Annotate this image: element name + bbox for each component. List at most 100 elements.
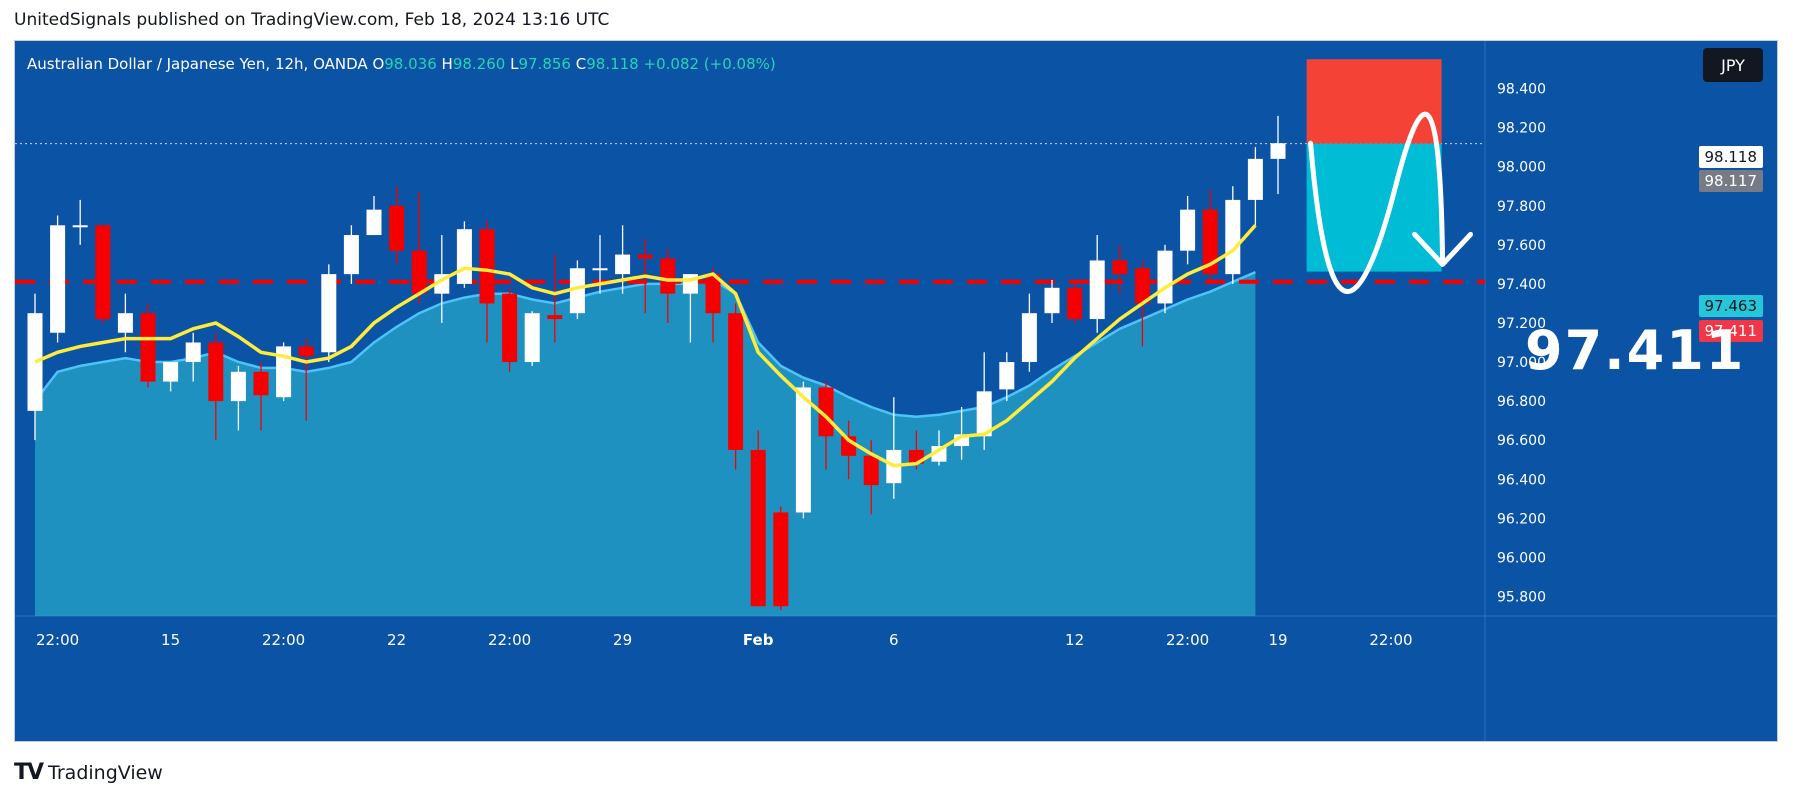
time-tick-label: 22:00 — [36, 631, 79, 649]
candle-body — [389, 205, 405, 251]
time-axis — [15, 616, 1777, 741]
candle-body — [343, 235, 359, 275]
candle-body — [660, 258, 676, 294]
low-key: L — [510, 55, 519, 73]
high-value: 98.260 — [452, 55, 506, 73]
candle-body — [592, 268, 608, 271]
candle-body — [72, 225, 88, 228]
candle-body — [298, 346, 314, 357]
target-price-tag: 97.411 — [1698, 320, 1763, 342]
candle-body — [1089, 260, 1105, 320]
candle-body — [230, 371, 246, 402]
candle-body — [728, 313, 744, 450]
candle-body — [795, 387, 811, 513]
time-tick-label: 22:00 — [1166, 631, 1209, 649]
candle-body — [1225, 199, 1241, 275]
candle-body — [863, 455, 879, 486]
candle-body — [1202, 209, 1218, 275]
candle-body — [1157, 250, 1173, 304]
candle-body — [411, 250, 427, 294]
candle-body — [954, 434, 970, 447]
price-tick-label: 97.800 — [1497, 199, 1546, 215]
open-value: 98.036 — [384, 55, 437, 73]
price-chart[interactable]: 95.800 96.000 96.200 96.400 96.600 96.800 97.0… — [15, 41, 1778, 742]
candle-body — [502, 293, 518, 363]
symbol-name: Australian Dollar / Japanese Yen, 12h, O… — [27, 55, 368, 73]
candle-body — [976, 391, 992, 437]
candle-body — [366, 209, 382, 236]
projection-curve — [1308, 112, 1446, 294]
price-tick-label: 96.800 — [1497, 394, 1546, 410]
chart-panel[interactable]: 95.800 96.000 96.200 96.400 96.600 96.800 97.0… — [14, 40, 1778, 742]
candle-body — [253, 371, 269, 396]
price-tick-label: 97.000 — [1497, 355, 1546, 371]
candle-body — [117, 313, 133, 333]
candle-body — [999, 362, 1015, 390]
price-tick-label: 96.000 — [1497, 550, 1546, 566]
time-tick-label: 22:00 — [488, 631, 531, 649]
ema-price-tag: 97.463 — [1698, 295, 1763, 317]
candle-body — [705, 274, 721, 314]
candle-body — [479, 229, 495, 304]
close-key: C — [575, 55, 587, 73]
candle-body — [27, 313, 43, 411]
stop-loss-zone — [1306, 59, 1442, 144]
target-annotation: 97.411 — [1525, 319, 1746, 382]
candle-body — [773, 512, 789, 607]
tradingview-brand: TradingView — [48, 761, 163, 784]
price-tick-label: 97.400 — [1497, 277, 1546, 293]
price-tick-label: 97.600 — [1497, 238, 1546, 254]
candle-body — [1270, 143, 1286, 159]
price-tick-label: 98.200 — [1497, 121, 1546, 137]
price-tick-label: 98.400 — [1497, 82, 1546, 98]
candle-body — [547, 315, 563, 320]
candle-body — [1247, 158, 1263, 200]
publisher-header: UnitedSignals published on TradingView.c… — [14, 10, 610, 30]
close-value: 98.118 — [586, 55, 639, 73]
low-value: 97.856 — [518, 55, 571, 73]
candle-body — [50, 225, 66, 333]
candle-body — [1044, 287, 1060, 314]
ema-slow-area — [35, 272, 1256, 616]
time-tick-label: 19 — [1268, 631, 1287, 649]
candle-body — [818, 387, 834, 437]
candle-body — [163, 362, 179, 382]
time-tick-label: 6 — [889, 631, 899, 649]
candle-body — [569, 268, 585, 314]
price-tick-label: 98.000 — [1497, 160, 1546, 176]
candle-body — [276, 346, 292, 398]
tradingview-footer[interactable]: TV TradingView — [14, 760, 163, 785]
tradingview-logo-icon: TV — [14, 760, 44, 785]
price-tick-label: 96.400 — [1497, 472, 1546, 488]
last-price-tag: 98.118 — [1698, 146, 1763, 168]
price-tick-label: 96.600 — [1497, 433, 1546, 449]
ema-fast-line — [34, 224, 1257, 468]
time-tick-label: 29 — [613, 631, 632, 649]
candle-body — [95, 225, 111, 320]
symbol-legend: Australian Dollar / Japanese Yen, 12h, O… — [27, 55, 776, 73]
candle-body — [750, 449, 766, 607]
time-tick-label: 12 — [1065, 631, 1084, 649]
time-tick-label: 15 — [161, 631, 180, 649]
price-tick-label: 97.200 — [1497, 316, 1546, 332]
high-key: H — [441, 55, 453, 73]
open-key: O — [372, 55, 385, 73]
candle-body — [208, 342, 224, 402]
time-tick-label: 22:00 — [262, 631, 305, 649]
currency-button[interactable]: JPY — [1703, 48, 1763, 82]
price-tick-label: 95.800 — [1497, 589, 1546, 605]
candle-body — [140, 313, 156, 382]
candle-body — [1067, 287, 1083, 320]
projection-arrow-icon — [1412, 231, 1474, 267]
candle-body — [1021, 313, 1037, 363]
candle-body — [524, 313, 540, 363]
candle-body — [1180, 209, 1196, 251]
time-tick-label: Feb — [743, 631, 774, 649]
candle-body — [321, 274, 337, 353]
prev-price-tag: 98.117 — [1698, 170, 1763, 192]
candle-body — [1112, 260, 1128, 275]
change-value: +0.082 (+0.08%) — [643, 55, 776, 73]
candle-body — [185, 342, 201, 363]
time-tick-label: 22 — [387, 631, 406, 649]
time-tick-label: 22:00 — [1369, 631, 1412, 649]
